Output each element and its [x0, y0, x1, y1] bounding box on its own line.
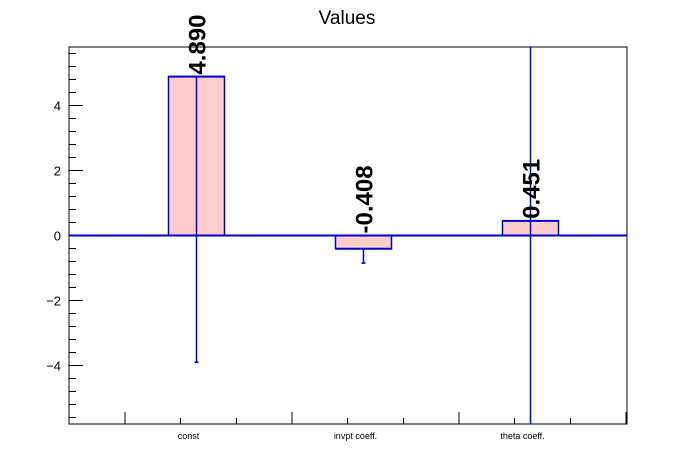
data-labels: 4.890 -0.408 0.451	[185, 15, 546, 234]
x-category-label: invpt coeff.	[334, 431, 377, 441]
data-label: 4.890	[185, 15, 212, 75]
data-label: 0.451	[519, 159, 546, 219]
bar	[334, 234, 393, 250]
x-category-label: theta coeff.	[500, 431, 544, 441]
y-tick-label: −2	[46, 294, 61, 309]
error-bars	[168, 47, 559, 424]
y-tick-label: 4	[54, 99, 61, 114]
x-category-label: const	[178, 431, 200, 441]
y-axis: −4 −2 0 2 4	[46, 53, 83, 418]
chart-title: Values	[319, 8, 376, 29]
data-label: -0.408	[352, 165, 379, 233]
y-tick-label: 0	[54, 229, 61, 244]
x-axis: const invpt coeff. theta coeff.	[124, 412, 627, 441]
y-tick-label: 2	[54, 164, 61, 179]
y-tick-label: −4	[46, 359, 61, 374]
